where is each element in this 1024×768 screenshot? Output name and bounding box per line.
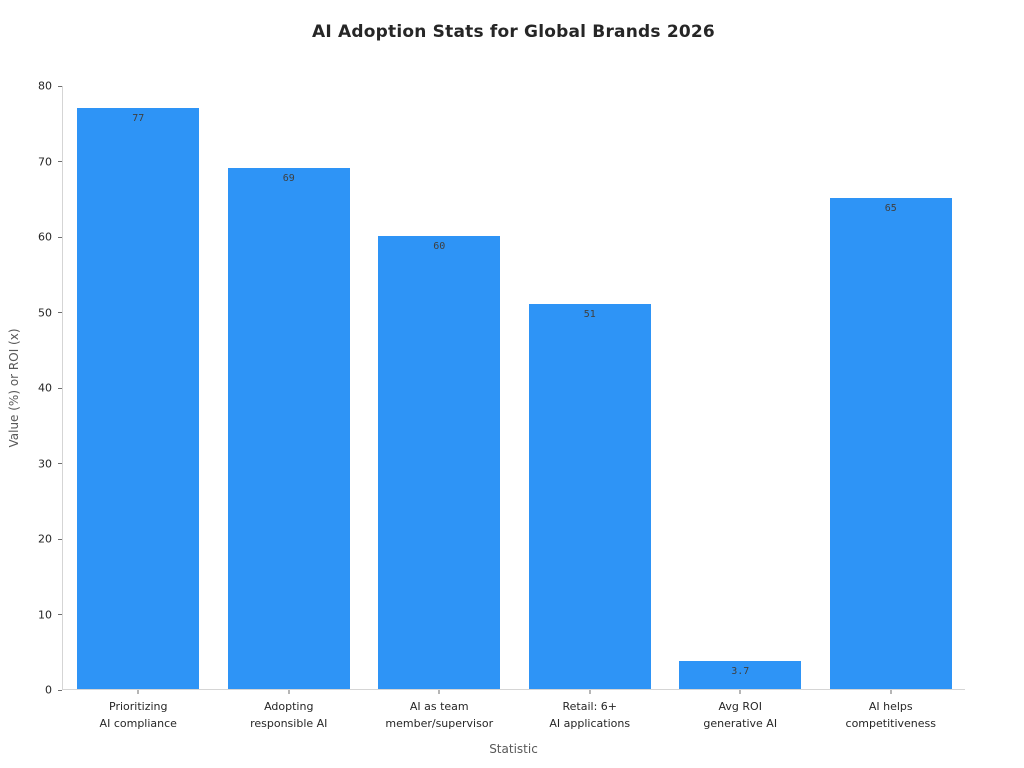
y-tick-label: 50 (38, 306, 52, 319)
x-tick-mark (137, 690, 139, 694)
x-tick-mark (739, 690, 741, 694)
bar-2: 60 (378, 236, 501, 689)
y-tick-label: 40 (38, 381, 52, 395)
y-axis-label: Value (%) or ROI (x) (7, 328, 21, 448)
x-tick-mark (890, 690, 892, 694)
bar-4: 3.7 (679, 661, 802, 689)
y-tick-label: 70 (38, 155, 52, 168)
y-tick-mark (58, 538, 62, 540)
y-tick-label: 60 (38, 230, 52, 244)
bar-value-label: 51 (583, 308, 596, 320)
y-tick-label: 0 (45, 683, 52, 697)
bar-3: 51 (528, 303, 651, 689)
y-tick-mark (58, 236, 62, 238)
bar-value-label: 77 (132, 112, 145, 124)
bar-value-label: 3.7 (731, 666, 750, 678)
x-category-label: Avg ROI generative AI (703, 700, 778, 730)
y-tick-mark (58, 387, 62, 389)
bar-0: 77 (77, 107, 200, 689)
x-category-label: Retail: 6+ AI applications (549, 700, 631, 730)
x-axis-label: Statistic (489, 742, 538, 756)
x-tick-mark (288, 690, 290, 694)
x-tick-mark (438, 690, 440, 694)
y-tick-label: 10 (38, 608, 52, 621)
y-tick-label: 30 (38, 457, 52, 470)
y-tick-label: 20 (38, 532, 52, 546)
bar-value-label: 65 (884, 203, 897, 215)
y-tick-mark (58, 161, 62, 162)
y-tick-mark (58, 689, 62, 691)
x-category-label: AI helps competitiveness (845, 700, 936, 730)
y-tick-mark (58, 614, 62, 615)
x-category-label: Prioritizing AI compliance (99, 700, 177, 730)
plot-area: 0 10 20 30 40 50 60 70 80 77 Prioritizing AI compl… (38, 80, 965, 730)
x-category-label: AI as team member/supervisor (385, 700, 494, 730)
chart-title: AI Adoption Stats for Global Brands 2026 (312, 22, 715, 42)
bar-value-label: 60 (433, 241, 446, 252)
x-category-label: Adopting responsible AI (250, 700, 328, 730)
x-tick-mark (589, 690, 591, 694)
y-tick-mark (58, 463, 62, 464)
bar-5: 65 (829, 198, 952, 689)
bar-value-label: 69 (282, 173, 295, 185)
y-tick-label: 80 (38, 79, 52, 93)
y-tick-mark (58, 85, 62, 87)
bar-1: 69 (227, 168, 350, 689)
y-tick-mark (58, 312, 62, 313)
